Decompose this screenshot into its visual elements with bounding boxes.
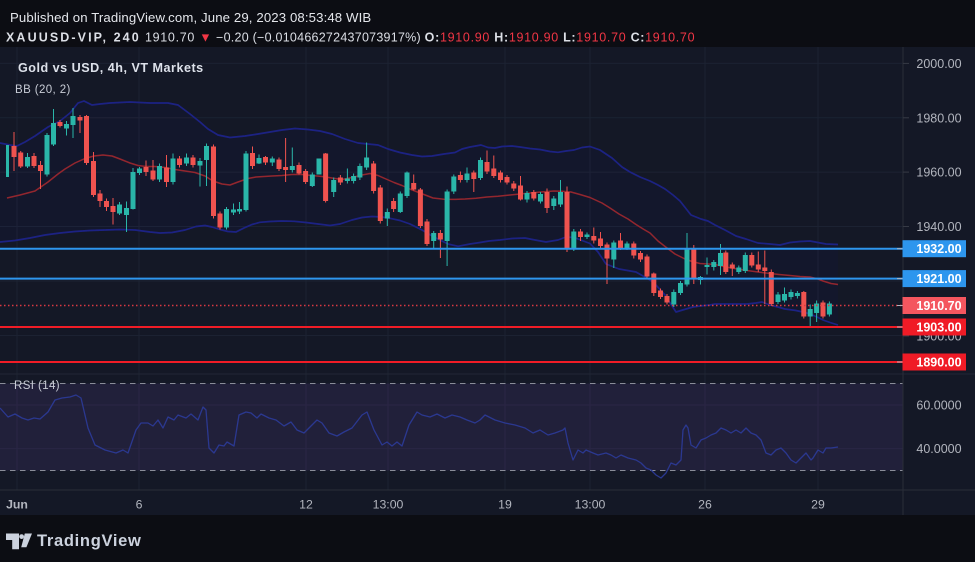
- svg-text:6: 6: [136, 498, 143, 512]
- svg-text:1890.00: 1890.00: [916, 356, 961, 370]
- svg-text:12: 12: [299, 498, 313, 512]
- svg-text:1980.00: 1980.00: [916, 111, 961, 125]
- svg-text:XAUUSD-VIP, 240 1910.70 ▼ −0.2: XAUUSD-VIP, 240 1910.70 ▼ −0.20 (−0.0104…: [6, 31, 695, 45]
- svg-text:1960.00: 1960.00: [916, 166, 961, 180]
- svg-text:13:00: 13:00: [575, 498, 606, 512]
- svg-text:29: 29: [811, 498, 825, 512]
- svg-text:2000.00: 2000.00: [916, 57, 961, 71]
- svg-text:BB (20, 2): BB (20, 2): [15, 84, 71, 96]
- svg-text:RSI (14): RSI (14): [14, 380, 60, 392]
- svg-text:1921.00: 1921.00: [916, 272, 961, 286]
- svg-text:1940.00: 1940.00: [916, 220, 961, 234]
- svg-text:19: 19: [498, 498, 512, 512]
- svg-text:Jun: Jun: [6, 498, 28, 512]
- svg-text:TradingView: TradingView: [37, 532, 142, 550]
- svg-text:Published on TradingView.com,: Published on TradingView.com, June 29, 2…: [10, 10, 371, 25]
- svg-text:60.0000: 60.0000: [916, 399, 961, 413]
- svg-text:1932.00: 1932.00: [916, 242, 961, 256]
- svg-text:26: 26: [698, 498, 712, 512]
- svg-text:Gold vs USD, 4h, VT Markets: Gold vs USD, 4h, VT Markets: [18, 61, 204, 75]
- svg-text:1903.00: 1903.00: [916, 321, 961, 335]
- svg-text:13:00: 13:00: [373, 498, 404, 512]
- svg-text:40.0000: 40.0000: [916, 442, 961, 456]
- svg-text:1910.70: 1910.70: [916, 299, 961, 313]
